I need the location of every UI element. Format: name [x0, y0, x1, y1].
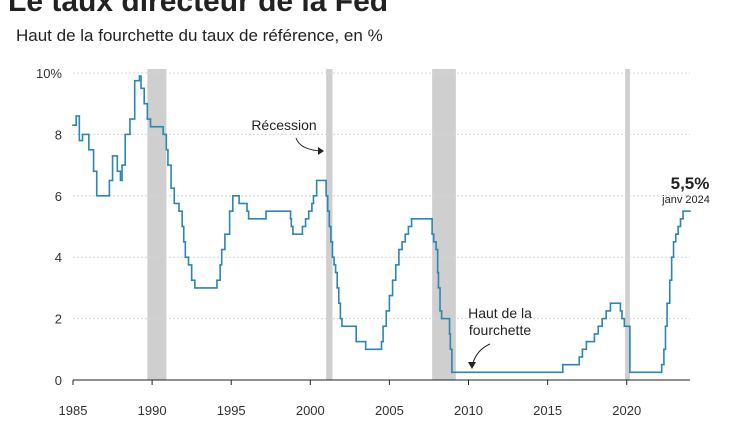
- recession-band: [432, 69, 456, 380]
- x-tick-label: 2000: [296, 403, 325, 418]
- x-tick-label: 2020: [612, 403, 641, 418]
- chart-title: Le taux directeur de la Fed: [8, 0, 388, 18]
- recession-band: [147, 69, 167, 380]
- y-tick-label: 0: [55, 373, 62, 388]
- annotation-arrowhead: [468, 362, 476, 369]
- x-tick-label: 2015: [533, 403, 562, 418]
- y-tick-label: 4: [55, 250, 62, 265]
- x-tick-label: 2005: [375, 403, 404, 418]
- chart-subtitle: Haut de la fourchette du taux de référen…: [16, 26, 383, 45]
- annotation-arrowhead: [318, 147, 324, 155]
- x-tick-label: 1995: [217, 403, 246, 418]
- x-tick-label: 1990: [138, 403, 167, 418]
- last-date-label: janv 2024: [661, 194, 710, 206]
- y-tick-label: 2: [55, 312, 62, 327]
- x-tick-label: 1985: [59, 403, 88, 418]
- upper-annotation: Haut de la: [468, 305, 532, 321]
- y-tick-label: 8: [55, 127, 62, 142]
- y-tick-label: 10%: [36, 66, 62, 81]
- recession-band: [625, 69, 630, 380]
- upper-annotation: fourchette: [469, 322, 531, 338]
- y-tick-label: 6: [55, 189, 62, 204]
- last-value-label: 5,5%: [671, 174, 710, 193]
- x-tick-label: 2010: [454, 403, 483, 418]
- recession-annotation: Récession: [251, 117, 316, 133]
